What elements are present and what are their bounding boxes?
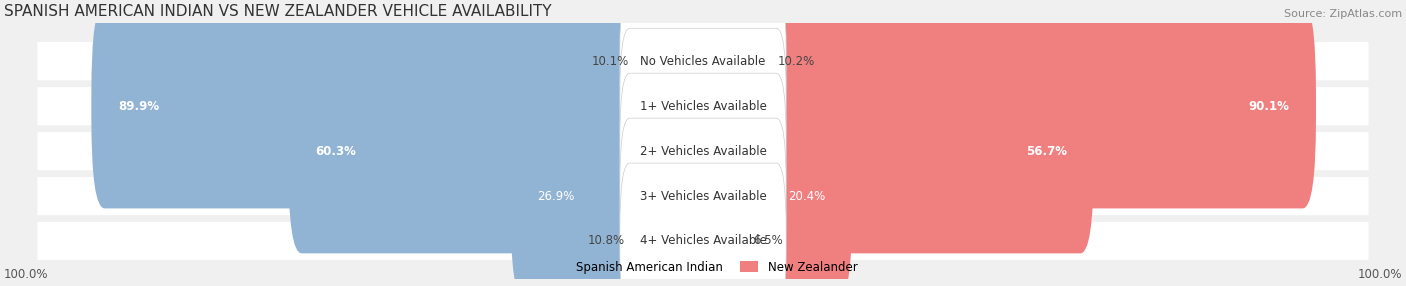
FancyBboxPatch shape	[690, 4, 1316, 208]
FancyBboxPatch shape	[690, 94, 852, 286]
Text: Source: ZipAtlas.com: Source: ZipAtlas.com	[1284, 9, 1402, 19]
Text: 89.9%: 89.9%	[118, 100, 159, 113]
Text: 26.9%: 26.9%	[537, 190, 575, 202]
Text: SPANISH AMERICAN INDIAN VS NEW ZEALANDER VEHICLE AVAILABILITY: SPANISH AMERICAN INDIAN VS NEW ZEALANDER…	[4, 3, 551, 19]
Text: 56.7%: 56.7%	[1026, 145, 1067, 158]
Text: 2+ Vehicles Available: 2+ Vehicles Available	[640, 145, 766, 158]
Legend: Spanish American Indian, New Zealander: Spanish American Indian, New Zealander	[544, 256, 862, 278]
FancyBboxPatch shape	[620, 73, 786, 229]
Text: 4+ Vehicles Available: 4+ Vehicles Available	[640, 235, 766, 247]
FancyBboxPatch shape	[38, 132, 1368, 170]
FancyBboxPatch shape	[620, 163, 786, 286]
FancyBboxPatch shape	[38, 222, 1368, 260]
Text: 10.1%: 10.1%	[592, 55, 628, 68]
FancyBboxPatch shape	[620, 118, 786, 274]
FancyBboxPatch shape	[623, 0, 716, 164]
Text: 10.2%: 10.2%	[778, 55, 815, 68]
Text: 6.5%: 6.5%	[754, 235, 783, 247]
Text: 20.4%: 20.4%	[789, 190, 825, 202]
FancyBboxPatch shape	[690, 49, 1094, 253]
FancyBboxPatch shape	[690, 0, 785, 164]
FancyBboxPatch shape	[38, 87, 1368, 125]
Text: 60.3%: 60.3%	[315, 145, 356, 158]
FancyBboxPatch shape	[620, 0, 786, 139]
Text: 3+ Vehicles Available: 3+ Vehicles Available	[640, 190, 766, 202]
FancyBboxPatch shape	[38, 177, 1368, 215]
FancyBboxPatch shape	[91, 4, 716, 208]
FancyBboxPatch shape	[690, 139, 759, 286]
Text: 100.0%: 100.0%	[4, 268, 49, 281]
FancyBboxPatch shape	[288, 49, 716, 253]
Text: No Vehicles Available: No Vehicles Available	[640, 55, 766, 68]
Text: 10.8%: 10.8%	[588, 235, 624, 247]
FancyBboxPatch shape	[510, 94, 716, 286]
Text: 90.1%: 90.1%	[1249, 100, 1289, 113]
FancyBboxPatch shape	[620, 28, 786, 184]
Text: 100.0%: 100.0%	[1357, 268, 1402, 281]
FancyBboxPatch shape	[38, 42, 1368, 80]
FancyBboxPatch shape	[617, 139, 716, 286]
Text: 1+ Vehicles Available: 1+ Vehicles Available	[640, 100, 766, 113]
